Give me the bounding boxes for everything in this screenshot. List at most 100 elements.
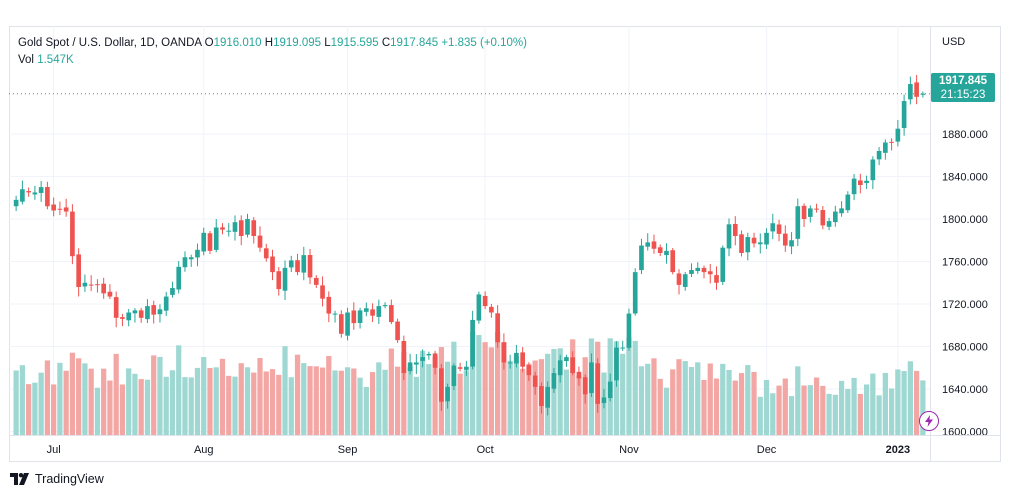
candle-body xyxy=(320,285,325,299)
volume-bar xyxy=(157,356,163,435)
candlestick-chart[interactable]: 1880.000 1840.000 1800.000 1760.000 1720.000… xyxy=(9,26,1001,462)
y-tick-label: 1720.000 xyxy=(942,299,988,311)
volume-bar xyxy=(238,363,244,435)
volume-bar xyxy=(38,372,44,435)
volume-bar xyxy=(282,346,288,435)
candle-body xyxy=(451,365,457,386)
volume-bar xyxy=(176,345,182,435)
lightning-glyph xyxy=(925,415,933,427)
candle-body xyxy=(714,275,719,283)
volume-bar xyxy=(707,363,713,435)
volume-bar xyxy=(720,363,726,435)
candle-body xyxy=(32,192,38,195)
candle-body xyxy=(883,142,888,153)
volume-bar xyxy=(770,393,776,435)
candle-body xyxy=(664,250,669,256)
volume-bar xyxy=(251,372,257,435)
y-tick-label: 1760.000 xyxy=(942,257,988,269)
candle-body xyxy=(908,84,913,100)
candle-body xyxy=(138,310,144,318)
tradingview-logo[interactable]: TradingView xyxy=(10,472,104,486)
candle-body xyxy=(870,159,876,181)
volume-bar xyxy=(94,387,101,435)
symbol-title[interactable]: Gold Spot / U.S. Dollar, 1D, OANDA xyxy=(18,37,202,49)
volume-bar xyxy=(632,340,638,435)
volume-bar xyxy=(144,379,151,435)
volume-bar xyxy=(126,368,132,435)
candle-body xyxy=(582,377,588,395)
candle-body xyxy=(226,230,232,232)
candle-body xyxy=(38,187,44,193)
volume-bar xyxy=(463,370,469,435)
candle-body xyxy=(13,199,19,207)
candle-body xyxy=(407,362,413,372)
candle-body xyxy=(420,357,425,361)
price-axis[interactable]: 1880.000 1840.000 1800.000 1760.000 1720.000… xyxy=(930,26,988,462)
volume-bar xyxy=(338,370,344,435)
lightning-icon[interactable] xyxy=(919,411,939,431)
volume-bar xyxy=(113,353,119,435)
candle-body xyxy=(145,306,150,320)
volume-bar xyxy=(851,377,857,435)
candle-body xyxy=(626,313,632,348)
volume-bar xyxy=(701,379,707,435)
candle-body xyxy=(445,386,450,402)
volume-bar xyxy=(401,352,407,435)
volume-bar xyxy=(344,367,351,435)
volume-bar xyxy=(76,358,82,435)
bar-countdown: 21:15:23 xyxy=(940,89,986,101)
candle-body xyxy=(514,352,519,364)
legend-ohlc-row: Gold Spot / U.S. Dollar, 1D, OANDA O1916… xyxy=(18,35,527,52)
candle-body xyxy=(576,371,582,379)
candle-body xyxy=(338,314,344,334)
volume-bar xyxy=(138,379,144,435)
volume-bar xyxy=(101,368,107,435)
volume-bars xyxy=(13,331,926,435)
candle-body xyxy=(282,267,288,291)
candle-body xyxy=(901,101,907,129)
chart-frame xyxy=(9,26,1001,462)
volume-bar xyxy=(119,384,126,435)
volume-bar xyxy=(432,356,438,435)
candle-body xyxy=(251,220,257,236)
candle-body xyxy=(45,187,50,207)
open-label: O xyxy=(204,37,214,49)
volume-bar xyxy=(751,371,757,435)
y-tick-label: 1600.000 xyxy=(942,427,988,439)
candle-body xyxy=(426,353,432,356)
chart-legend: Gold Spot / U.S. Dollar, 1D, OANDA O1916… xyxy=(18,35,527,69)
volume-bar xyxy=(363,386,369,435)
volume-bar xyxy=(788,396,795,435)
candle-body xyxy=(607,381,613,398)
candle-body xyxy=(232,222,238,232)
candle-body xyxy=(270,256,275,273)
candle-body xyxy=(839,208,844,214)
volume-bar xyxy=(207,367,213,435)
candle-body xyxy=(864,180,869,184)
candle-body xyxy=(601,397,607,404)
candle-body xyxy=(820,210,826,226)
change-value: +1.835 (+0.10%) xyxy=(441,37,527,49)
volume-bar xyxy=(651,358,657,435)
volume-bar xyxy=(620,353,626,435)
candle-body xyxy=(395,321,400,341)
time-axis[interactable]: Jul Aug Sep Oct Nov Dec 2023 xyxy=(9,435,1001,457)
x-tick-label: Aug xyxy=(194,444,214,456)
candle-body xyxy=(889,141,894,143)
volume-bar xyxy=(219,358,226,435)
volume-bar xyxy=(307,366,313,435)
volume-bar xyxy=(682,361,688,435)
candle-body xyxy=(151,305,157,315)
volume-bar xyxy=(351,368,357,435)
candle-body xyxy=(170,288,175,295)
volume-bar xyxy=(63,370,69,435)
candle-body xyxy=(807,208,813,217)
candle-body xyxy=(439,368,444,402)
candle-body xyxy=(288,260,294,268)
candle-body xyxy=(295,260,300,273)
volume-bar xyxy=(763,379,770,435)
volume-bar xyxy=(570,339,576,435)
candle-body xyxy=(345,312,350,336)
volume-bar xyxy=(457,373,463,435)
candle-body xyxy=(589,362,594,394)
